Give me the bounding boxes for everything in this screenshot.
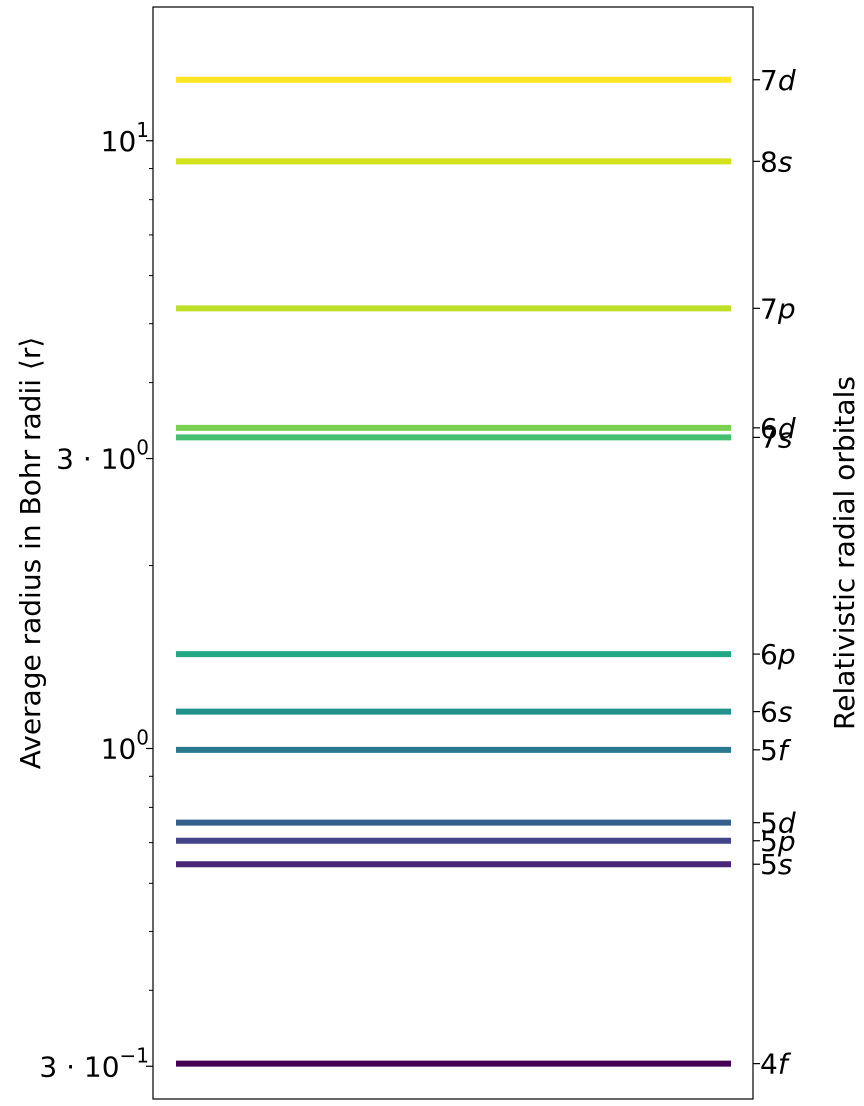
y-tick-base: 3 · 10 bbox=[56, 443, 136, 476]
orbital-lines bbox=[176, 76, 731, 1067]
orbital-label-7p: 7p bbox=[760, 292, 796, 325]
orbital-l: d bbox=[778, 64, 796, 97]
plot-frame bbox=[152, 6, 754, 1100]
y-tick-label: 100 bbox=[101, 725, 149, 765]
orbital-n: 7 bbox=[760, 64, 778, 97]
orbital-l: s bbox=[778, 848, 793, 881]
orbital-l: f bbox=[778, 734, 792, 767]
y-tick-label: 3 · 10−1 bbox=[39, 1043, 149, 1083]
orbital-l: s bbox=[778, 145, 793, 178]
orbital-l: p bbox=[777, 292, 796, 325]
orbital-label-8s: 8s bbox=[760, 145, 792, 178]
orbital-l: d bbox=[778, 807, 796, 840]
y-tick-base: 3 · 10 bbox=[39, 1050, 119, 1083]
y-tick-exponent: 0 bbox=[136, 725, 149, 749]
orbital-label-4f: 4f bbox=[760, 1048, 792, 1081]
orbital-l: f bbox=[778, 1048, 792, 1081]
orbital-l: s bbox=[778, 421, 793, 454]
orbital-n: 5 bbox=[760, 825, 778, 858]
orbital-label-5p: 5p bbox=[760, 825, 796, 858]
y-tick-exponent: 1 bbox=[136, 118, 149, 142]
orbital-n: 7 bbox=[760, 292, 778, 325]
right-axis-label: Relativistic radial orbitals bbox=[828, 376, 861, 730]
orbital-label-5d: 5d bbox=[760, 807, 796, 840]
y-tick-base: 10 bbox=[101, 125, 137, 158]
orbital-n: 5 bbox=[760, 807, 778, 840]
orbital-l: s bbox=[778, 696, 793, 729]
orbital-l: p bbox=[777, 638, 796, 671]
orbital-label-6s: 6s bbox=[760, 696, 792, 729]
orbital-label-5f: 5f bbox=[760, 734, 792, 767]
y-tick-exponent: −1 bbox=[120, 1043, 149, 1067]
orbital-n: 6 bbox=[760, 638, 778, 671]
orbital-l: d bbox=[778, 412, 796, 445]
y-tick-exponent: 0 bbox=[136, 436, 149, 460]
y-tick-label: 101 bbox=[101, 118, 149, 158]
orbital-n: 4 bbox=[760, 1048, 778, 1081]
orbital-label-7d: 7d bbox=[760, 64, 796, 97]
y-axis-label: Average radius in Bohr radii ⟨r⟩ bbox=[14, 337, 47, 770]
orbital-n: 5 bbox=[760, 734, 778, 767]
orbital-label-5s: 5s bbox=[760, 848, 792, 881]
orbital-n: 7 bbox=[760, 421, 778, 454]
orbital-label-6d: 6d bbox=[760, 412, 796, 445]
orbital-label-7s: 7s bbox=[760, 421, 792, 454]
orbital-label-6p: 6p bbox=[760, 638, 796, 671]
orbital-n: 6 bbox=[760, 696, 778, 729]
y-tick-base: 10 bbox=[101, 732, 137, 765]
orbital-l: p bbox=[777, 825, 796, 858]
orbital-n: 5 bbox=[760, 848, 778, 881]
y-tick-label: 3 · 100 bbox=[56, 436, 149, 476]
orbital-n: 6 bbox=[760, 412, 778, 445]
orbital-n: 8 bbox=[760, 145, 778, 178]
